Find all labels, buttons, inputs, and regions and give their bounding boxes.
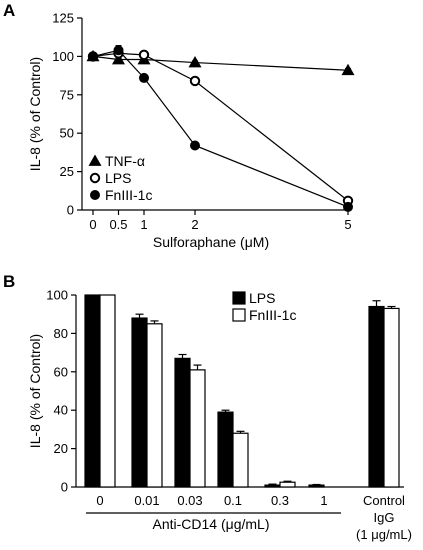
panel-a-x-axis-label: Sulforaphane (μM) <box>153 234 269 250</box>
panel-a-y-tick-label: 50 <box>60 126 74 141</box>
panel-b-legend-label: LPS <box>249 290 275 306</box>
panel-b-x-tick-label: 0.03 <box>177 493 202 508</box>
panel-a-data-point <box>341 63 355 76</box>
panel-a-data-point <box>343 201 353 212</box>
panel-a-data-point <box>138 49 150 61</box>
panel-b-group-label: Anti-CD14 (μg/mL) <box>153 516 270 532</box>
panel-a-x-tick-label: 5 <box>344 217 351 232</box>
panel-b-y-tick-label: 60 <box>54 364 68 379</box>
panel-b-x-tick-label: 0.1 <box>224 493 242 508</box>
panel-a-y-tick-label: 25 <box>60 164 74 179</box>
panel-b-y-tick-label: 100 <box>46 288 68 303</box>
panel-b-x-tick-label: 1 <box>320 493 327 508</box>
panel-a-letter: A <box>3 1 15 20</box>
panel-b-legend-label: FnIII-1c <box>249 307 296 323</box>
panel-a-data-point <box>112 52 125 65</box>
panel-b-x-tick-label: (1 μg/mL) <box>356 527 412 542</box>
panel-b-legend-swatch <box>232 308 246 322</box>
panel-b-bars <box>84 294 400 488</box>
panel-a-legend-label: FnIII-1c <box>105 187 152 203</box>
panel-b-bar <box>279 481 296 488</box>
panel-b-bar <box>217 411 234 488</box>
panel-b-bar-chart: B 0 20 40 60 80 100 0 0.01 0.03 0.1 0.3 1 Control IgG… <box>3 272 412 542</box>
panel-b-x-tick-label: Control <box>363 493 405 508</box>
panel-a-x-tick-label: 2 <box>191 217 198 232</box>
panel-a-y-tick-label: 75 <box>60 87 74 102</box>
panel-a-series-2 <box>88 45 353 212</box>
panel-a-y-tick-label: 0 <box>67 203 74 218</box>
panel-b-y-tick-label: 20 <box>54 441 68 456</box>
panel-b-x-tick-label: IgG <box>374 510 395 525</box>
panel-b-y-axis-label: IL-8 (% of Control) <box>27 334 43 448</box>
panel-b-letter: B <box>3 272 15 291</box>
panel-b-bar <box>189 369 206 488</box>
panel-a-legend-marker <box>88 154 102 166</box>
panel-a-legend-label: TNF-α <box>105 153 145 169</box>
panel-a-y-tick-label: 125 <box>52 11 74 26</box>
panel-b-bar <box>84 294 101 488</box>
panel-a-data-point <box>188 56 202 68</box>
panel-b-bar <box>99 294 116 488</box>
panel-a-legend-marker <box>90 190 100 200</box>
panel-b-y-tick-label: 80 <box>54 326 68 341</box>
panel-b-x-tick-label: 0.3 <box>271 493 289 508</box>
panel-a-legend-marker <box>89 172 101 184</box>
panel-b-bar <box>308 484 325 488</box>
panel-a-data-point <box>113 45 124 56</box>
panel-a-y-tick-label: 100 <box>52 49 74 64</box>
panel-a-x-tick-label: 1 <box>140 217 147 232</box>
panel-b-bar <box>146 323 163 488</box>
panel-a-data-point <box>88 51 98 62</box>
panel-a-data-point <box>139 72 149 83</box>
panel-a-legend-label: LPS <box>105 170 131 186</box>
panel-a-y-axis-label: IL-8 (% of Control) <box>27 57 43 171</box>
panel-b-x-tick-label: 0.01 <box>134 493 159 508</box>
panel-b-bar <box>174 357 191 488</box>
panel-a-series <box>86 45 355 212</box>
panel-b-bar <box>131 317 148 488</box>
panel-b-y-tick-label: 0 <box>61 480 68 495</box>
panel-b-bar <box>232 432 249 488</box>
panel-b-bar <box>383 307 400 488</box>
panel-b-bar <box>264 484 281 488</box>
panel-b-bar <box>368 305 385 488</box>
panel-a-data-point <box>190 140 200 151</box>
panel-b-x-tick-label: 0 <box>96 493 103 508</box>
panel-b-y-tick-label: 40 <box>54 403 68 418</box>
panel-a-data-point <box>189 75 201 87</box>
panel-a-x-tick-label: 0.5 <box>109 217 127 232</box>
panel-b-legend-swatch <box>232 291 246 305</box>
panel-a-x-tick-label: 0 <box>89 217 96 232</box>
